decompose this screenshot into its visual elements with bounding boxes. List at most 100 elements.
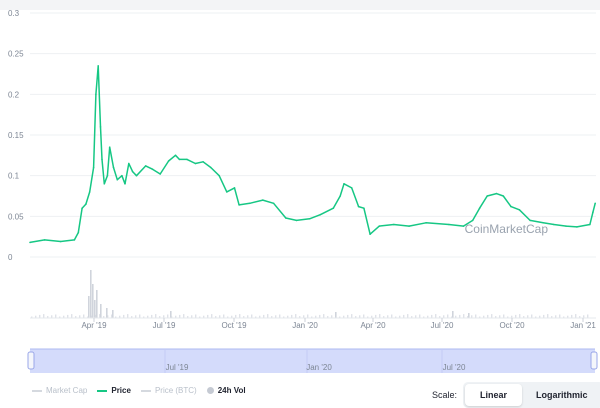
legend-price[interactable]: Price (97, 386, 131, 395)
scale-label: Scale: (432, 390, 458, 400)
volume-bar (135, 315, 137, 318)
y-tick-label: 0 (8, 253, 13, 262)
legend-market-cap[interactable]: Market Cap (32, 386, 87, 395)
volume-bar (483, 315, 485, 318)
volume-bar (59, 316, 61, 318)
volume-bar (187, 316, 189, 318)
scale-linear-button[interactable]: Linear (465, 384, 523, 406)
price-point (262, 199, 264, 201)
price-point (112, 166, 115, 169)
price-point (59, 240, 62, 243)
price-point (363, 207, 365, 209)
price-point (448, 223, 450, 226)
price-point (106, 174, 109, 177)
price-point (116, 178, 119, 181)
legend-price-swatch (97, 389, 108, 392)
volume-bar (179, 314, 181, 318)
volume-bar (275, 315, 277, 318)
volume-bar (175, 315, 177, 318)
y-tick-label: 0.15 (8, 131, 24, 140)
volume-bar (88, 296, 90, 318)
volume-bar (47, 316, 49, 318)
price-point (565, 225, 567, 227)
volume-bar (131, 316, 133, 318)
volume-bar (468, 313, 470, 318)
price-point (95, 93, 97, 96)
volume-bar (112, 310, 114, 318)
volume-bar (307, 314, 309, 318)
volume-bar (531, 314, 533, 318)
price-point (343, 183, 345, 185)
volume-bar (311, 316, 313, 318)
volume-bar (327, 316, 329, 318)
volume-bar (431, 314, 433, 318)
navigator-right-handle[interactable] (590, 351, 598, 370)
volume-bar (96, 290, 98, 318)
volume-bar (551, 316, 553, 318)
legend-price-btc[interactable]: Price (BTC) (140, 386, 197, 395)
volume-bar (303, 315, 305, 318)
price-point (369, 233, 371, 235)
y-axis: 0 0.05 0.1 0.15 0.2 0.25 0.3 (8, 9, 24, 262)
volume-bar (171, 316, 173, 318)
price-point (576, 226, 578, 228)
volume-bar (63, 315, 65, 318)
price-point (462, 225, 465, 227)
volume-bar (183, 314, 185, 318)
price-point (210, 166, 212, 169)
volume-bar (115, 316, 117, 318)
volume-bar (363, 314, 365, 318)
price-point (121, 174, 123, 177)
volume-bar (415, 315, 417, 318)
volume-bar (207, 314, 209, 318)
price-point (319, 213, 322, 216)
price-point (502, 195, 505, 197)
price-point (92, 166, 95, 169)
price-point (124, 183, 126, 185)
price-point (194, 162, 197, 165)
volume-bar (291, 314, 293, 318)
navigator-range[interactable] (30, 349, 595, 373)
legend-price-label: Price (111, 386, 131, 395)
price-point (131, 170, 134, 173)
price-point (594, 202, 596, 205)
price-point (81, 207, 83, 209)
price-point (101, 158, 103, 161)
scale-logarithmic-button[interactable]: Logarithmic (536, 390, 588, 400)
volume-bar (100, 304, 102, 318)
volume-bar (106, 308, 108, 318)
volume-bar (563, 316, 565, 318)
navigator-left-handle[interactable] (27, 351, 35, 370)
scale-toggle: Linear Logarithmic (463, 382, 600, 408)
price-point (378, 225, 381, 227)
volume-bar (343, 315, 345, 318)
x-tick-label: Apr '19 (81, 321, 107, 330)
volume-bar (215, 316, 217, 318)
volume-bar (39, 314, 41, 318)
volume-bar (139, 314, 141, 318)
volume-bar (403, 314, 405, 318)
volume-bar (75, 316, 77, 318)
volume-bar (147, 315, 149, 318)
volume-bar (507, 316, 509, 318)
navigator-tick-label: Jan '20 (306, 363, 332, 372)
volume-bar (263, 314, 265, 318)
volume-bar (367, 316, 369, 318)
volume-bar (439, 316, 441, 318)
volume-bar (435, 314, 437, 318)
volume-bar (283, 316, 285, 318)
volume-bar (487, 314, 489, 318)
x-tick-label: Apr '20 (360, 321, 386, 330)
legend-24h-vol[interactable]: 24h Vol (206, 386, 246, 395)
legend: Market Cap Price Price (BTC) 24h Vol (32, 386, 246, 395)
volume-bar (555, 315, 557, 318)
price-point (99, 126, 102, 128)
navigator[interactable]: Jul '19 Jan '20 Jul '20 (27, 348, 598, 373)
volume-bar (251, 314, 253, 318)
volume-bar (90, 270, 92, 318)
price-point (97, 65, 99, 67)
volume-bar (315, 315, 317, 318)
volume-bar (447, 314, 449, 318)
price-point (295, 219, 298, 222)
volume-bar (227, 316, 229, 318)
